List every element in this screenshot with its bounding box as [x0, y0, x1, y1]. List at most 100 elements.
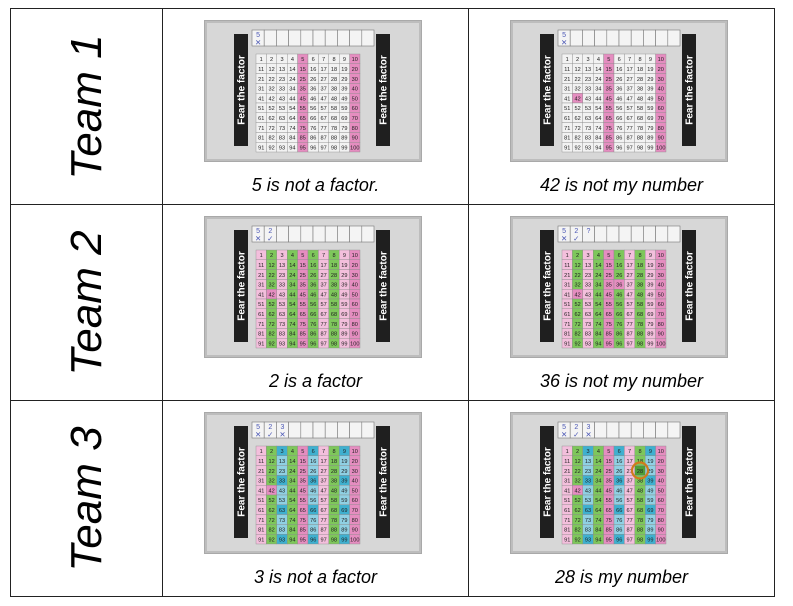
grid-number: 68 [637, 312, 643, 318]
grid-number: 97 [626, 537, 632, 543]
guess-box [349, 29, 363, 47]
photo-cell: Fear the factor Fear the factor 5 ✕ 2 ✓? 1 2 3 4 5… [468, 204, 775, 401]
grid-number: 44 [289, 292, 295, 298]
guess-mark: ✕ [561, 430, 567, 439]
grid-number: 84 [595, 332, 601, 338]
grid-number: 92 [574, 341, 580, 347]
guess-box [667, 29, 681, 47]
grid-number: 92 [574, 537, 580, 543]
grid-number: 75 [300, 518, 306, 524]
grid-number: 41 [258, 292, 264, 298]
grid-number: 43 [585, 488, 591, 494]
logo-strip-right-bar [682, 34, 696, 146]
logo-text: Fear the factor [543, 447, 554, 517]
grid-number: 65 [606, 508, 612, 514]
grid-number: 58 [331, 106, 337, 112]
grid-number: 56 [616, 302, 622, 308]
grid-number: 42 [268, 488, 274, 494]
grid-number: 74 [289, 126, 295, 132]
grid-number: 56 [310, 106, 316, 112]
grid-number: 27 [320, 273, 326, 279]
grid-number: 37 [626, 479, 632, 485]
grid-number: 40 [352, 87, 358, 93]
grid-number: 23 [585, 469, 591, 475]
grid-number: 16 [616, 459, 622, 465]
grid-number: 37 [320, 283, 326, 289]
grid-number: 88 [637, 528, 643, 534]
grid-number: 95 [606, 537, 612, 543]
grid-number: 89 [647, 528, 653, 534]
grid-number: 35 [606, 479, 612, 485]
grid-number: 24 [595, 469, 601, 475]
grid-number: 59 [341, 302, 347, 308]
grid-number: 3 [280, 57, 283, 63]
grid-number: 81 [258, 528, 264, 534]
guess-box [643, 225, 656, 243]
grid-number: 17 [320, 67, 326, 73]
photo-cell: Fear the factor Fear the factor 5 ✕ 2 ✓ 3 ✕ 1 2 3 4… [468, 400, 775, 597]
grid-cell [655, 141, 667, 153]
grid-number: 33 [279, 87, 285, 93]
grid-number: 66 [310, 508, 316, 514]
grid-number: 24 [289, 469, 295, 475]
grid-number: 48 [331, 292, 337, 298]
logo-strip-right-bar [682, 230, 696, 342]
grid-number: 46 [616, 292, 622, 298]
grid-number: 64 [289, 508, 295, 514]
grid-number: 100 [656, 145, 665, 151]
grid-cell [655, 533, 667, 545]
grid-cell [349, 141, 361, 153]
grid-number: 67 [626, 312, 632, 318]
grid-number: 35 [300, 283, 306, 289]
guess-box [337, 29, 350, 47]
grid-number: 31 [258, 283, 264, 289]
guess-box [655, 29, 669, 47]
grid-number: 57 [320, 302, 326, 308]
grid-number: 6 [618, 253, 621, 259]
grid-number: 26 [616, 273, 622, 279]
grid-number: 22 [574, 469, 580, 475]
grid-number: 91 [564, 341, 570, 347]
grid-number: 44 [289, 488, 295, 494]
grid-number: 81 [258, 332, 264, 338]
grid-number: 91 [258, 341, 264, 347]
grid-number: 62 [268, 508, 274, 514]
grid-number: 84 [289, 528, 295, 534]
grid-number: 74 [595, 126, 601, 132]
guess-box [312, 421, 326, 439]
grid-number: 23 [585, 273, 591, 279]
grid-number: 42 [268, 96, 274, 102]
grid-number: 30 [352, 469, 358, 475]
grid-number: 82 [268, 136, 274, 142]
grid-number: 50 [352, 292, 358, 298]
grid-number: 82 [268, 332, 274, 338]
grid-number: 82 [574, 528, 580, 534]
grid-number: 10 [352, 253, 358, 259]
guess-box [361, 29, 375, 47]
grid-number: 92 [574, 145, 580, 151]
team-row: Team 1 Fear the factor Fear the factor 5 ✕ 1… [10, 8, 775, 205]
grid-photo: Fear the factor Fear the factor 5 ✕ 2 ✓? 1 2 3 4 5… [510, 216, 728, 358]
grid-number: 22 [574, 77, 580, 83]
grid-number: 36 [616, 87, 622, 93]
grid-number: 59 [341, 498, 347, 504]
grid-number: 88 [637, 136, 643, 142]
grid-number: 80 [352, 126, 358, 132]
grid-number: 73 [585, 322, 591, 328]
grid-number: 48 [637, 96, 643, 102]
grid-number: 18 [331, 67, 337, 73]
grid-number: 45 [606, 96, 612, 102]
grid-number: 11 [258, 459, 264, 465]
guess-box [618, 421, 632, 439]
grid-number: 31 [564, 87, 570, 93]
guess-box [655, 225, 669, 243]
grid-number: 31 [258, 87, 264, 93]
team-row: Team 3 Fear the factor Fear the factor 5 ✕ 2… [10, 400, 775, 597]
grid-photo: Fear the factor Fear the factor 5 ✕ 1 2 3 4 5 6 7 8… [204, 20, 422, 162]
grid-number: 55 [300, 302, 306, 308]
grid-number: 79 [647, 518, 653, 524]
guess-box [324, 421, 338, 439]
grid-number: 2 [270, 57, 273, 63]
grid-number: 20 [658, 459, 664, 465]
